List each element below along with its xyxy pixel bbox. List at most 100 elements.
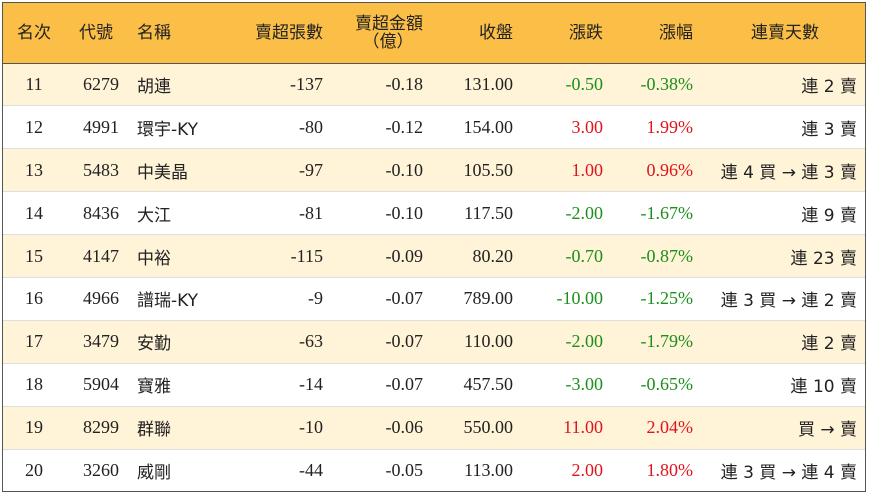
cell-code: 8299 (65, 405, 127, 450)
table-row: 19 8299 群聯 -10 -0.06 550.00 11.00 2.04% 買 → 賣 (3, 405, 865, 450)
cell-rank: 15 (3, 234, 65, 278)
cell-change-pct: -0.65% (613, 362, 703, 407)
cell-name: 中美晶 (127, 148, 232, 192)
cell-change: -2.00 (523, 319, 613, 364)
cell-change: -0.70 (523, 234, 613, 278)
cell-rank: 18 (3, 362, 65, 407)
cell-change: -3.00 (523, 362, 613, 407)
cell-streak: 買 → 賣 (703, 405, 865, 450)
cell-rank: 12 (3, 105, 65, 149)
cell-rank: 20 (3, 448, 65, 491)
cell-change-pct: -0.38% (640, 73, 694, 94)
cell-change-pct: 1.99% (613, 105, 703, 149)
cell-change-pct: -1.67% (613, 191, 703, 235)
cell-change: -2.00 (523, 191, 613, 235)
cell-sell-lots: -44 (232, 448, 333, 491)
cell-name: 群聯 (127, 405, 232, 450)
table-row: 15 4147 中裕 -115 -0.09 80.20 -0.70 -0.87% 連 23 賣 (3, 234, 865, 278)
cell-sell-amount: -0.12 (333, 105, 433, 149)
cell-name: 環宇-KY (127, 105, 232, 149)
cell-rank: 13 (3, 148, 65, 192)
cell-name: 大江 (127, 191, 232, 235)
cell-sell-lots: -81 (232, 191, 333, 235)
cell-name: 中裕 (127, 234, 232, 278)
cell-streak: 連 2 賣 (801, 76, 857, 97)
cell-code: 8436 (65, 191, 127, 235)
cell-streak: 連 4 買 → 連 3 賣 (703, 148, 865, 192)
table-row: 12 4991 環宇-KY -80 -0.12 154.00 3.00 1.99% 連 3 賣 (3, 105, 865, 149)
cell-sell-lots: -80 (232, 105, 333, 149)
cell-change: -0.50 (565, 73, 604, 94)
table-row: 18 5904 寶雅 -14 -0.07 457.50 -3.00 -0.65% 連 10 賣 (3, 362, 865, 407)
cell-name: 安勤 (127, 319, 232, 364)
cell-code: 6279 (83, 73, 119, 94)
header-change-pct: 漲幅 (613, 3, 703, 64)
cell-streak: 連 23 賣 (703, 234, 865, 278)
cell-name: 胡連 (137, 76, 171, 97)
cell-streak: 連 2 賣 (703, 319, 865, 364)
cell-sell-amount: -0.06 (333, 405, 433, 450)
cell-change: -10.00 (523, 276, 613, 321)
table-row: 16 4966 譜瑞-KY -9 -0.07 789.00 -10.00 -1.25% 連 3 … (3, 276, 865, 321)
cell-sell-amount: -0.07 (333, 362, 433, 407)
cell-name: 譜瑞-KY (127, 276, 232, 321)
cell-change-pct: 2.04% (613, 405, 703, 450)
cell-code: 5483 (65, 148, 127, 192)
table-header: 名次 代號 名稱 賣超張數 賣超金額 （億） 收盤 漲跌 漲幅 連賣天數 (3, 3, 865, 64)
cell-sell-lots: -137 (290, 73, 323, 94)
cell-sell-amount: -0.05 (333, 448, 433, 491)
cell-sell-amount: -0.07 (333, 276, 433, 321)
header-sell-amount: 賣超金額 （億） (333, 3, 433, 64)
table-row: 20 3260 威剛 -44 -0.05 113.00 2.00 1.80% 連 3 買 → 連… (3, 448, 865, 491)
header-close: 收盤 (433, 3, 523, 64)
cell-change-pct: 0.96% (613, 148, 703, 192)
cell-code: 3260 (65, 448, 127, 491)
header-change: 漲跌 (523, 3, 613, 64)
cell-code: 4966 (65, 276, 127, 321)
cell-rank: 11 (25, 73, 43, 94)
cell-rank: 17 (3, 319, 65, 364)
header-streak: 連賣天數 (703, 3, 865, 64)
cell-change-pct: 1.80% (613, 448, 703, 491)
cell-sell-lots: -14 (232, 362, 333, 407)
cell-close: 131.00 (463, 73, 514, 94)
header-rank: 名次 (3, 3, 65, 64)
cell-sell-amount: -0.07 (333, 319, 433, 364)
cell-sell-lots: -97 (232, 148, 333, 192)
cell-sell-amount: -0.09 (333, 234, 433, 278)
cell-streak: 連 9 賣 (703, 191, 865, 235)
cell-change: 11.00 (523, 405, 613, 450)
header-row: 名次 代號 名稱 賣超張數 賣超金額 （億） 收盤 漲跌 漲幅 連賣天數 (3, 3, 865, 64)
cell-streak: 連 3 買 → 連 2 賣 (703, 276, 865, 321)
cell-close: 117.50 (433, 191, 523, 235)
net-sell-ranking-table: 名次 代號 名稱 賣超張數 賣超金額 （億） 收盤 漲跌 漲幅 連賣天數 11 6… (3, 3, 865, 491)
cell-code: 4991 (65, 105, 127, 149)
header-sell-lots: 賣超張數 (232, 3, 333, 64)
cell-streak: 連 3 買 → 連 4 賣 (703, 448, 865, 491)
cell-close: 80.20 (433, 234, 523, 278)
cell-rank: 14 (3, 191, 65, 235)
cell-close: 550.00 (433, 405, 523, 450)
cell-sell-amount: -0.18 (385, 73, 424, 94)
header-sell-amount-line2: （億） (362, 31, 414, 52)
header-name: 名稱 (127, 3, 232, 64)
cell-name: 威剛 (127, 448, 232, 491)
table-row: 11 6279 胡連 -137 -0.18 131.00 -0.50 -0.38% 連 2 賣 (3, 63, 865, 106)
table-row: 17 3479 安勤 -63 -0.07 110.00 -2.00 -1.79% 連 2 賣 (3, 319, 865, 364)
cell-sell-amount: -0.10 (333, 191, 433, 235)
cell-close: 457.50 (433, 362, 523, 407)
cell-code: 5904 (65, 362, 127, 407)
cell-change-pct: -1.25% (613, 276, 703, 321)
cell-change: 1.00 (523, 148, 613, 192)
cell-sell-lots: -9 (232, 276, 333, 321)
cell-close: 154.00 (433, 105, 523, 149)
table-row: 14 8436 大江 -81 -0.10 117.50 -2.00 -1.67% 連 9 賣 (3, 191, 865, 235)
cell-streak: 連 3 賣 (703, 105, 865, 149)
cell-close: 105.50 (433, 148, 523, 192)
cell-change-pct: -0.87% (613, 234, 703, 278)
cell-sell-lots: -10 (232, 405, 333, 450)
cell-rank: 16 (3, 276, 65, 321)
cell-name: 寶雅 (127, 362, 232, 407)
cell-change-pct: -1.79% (613, 319, 703, 364)
